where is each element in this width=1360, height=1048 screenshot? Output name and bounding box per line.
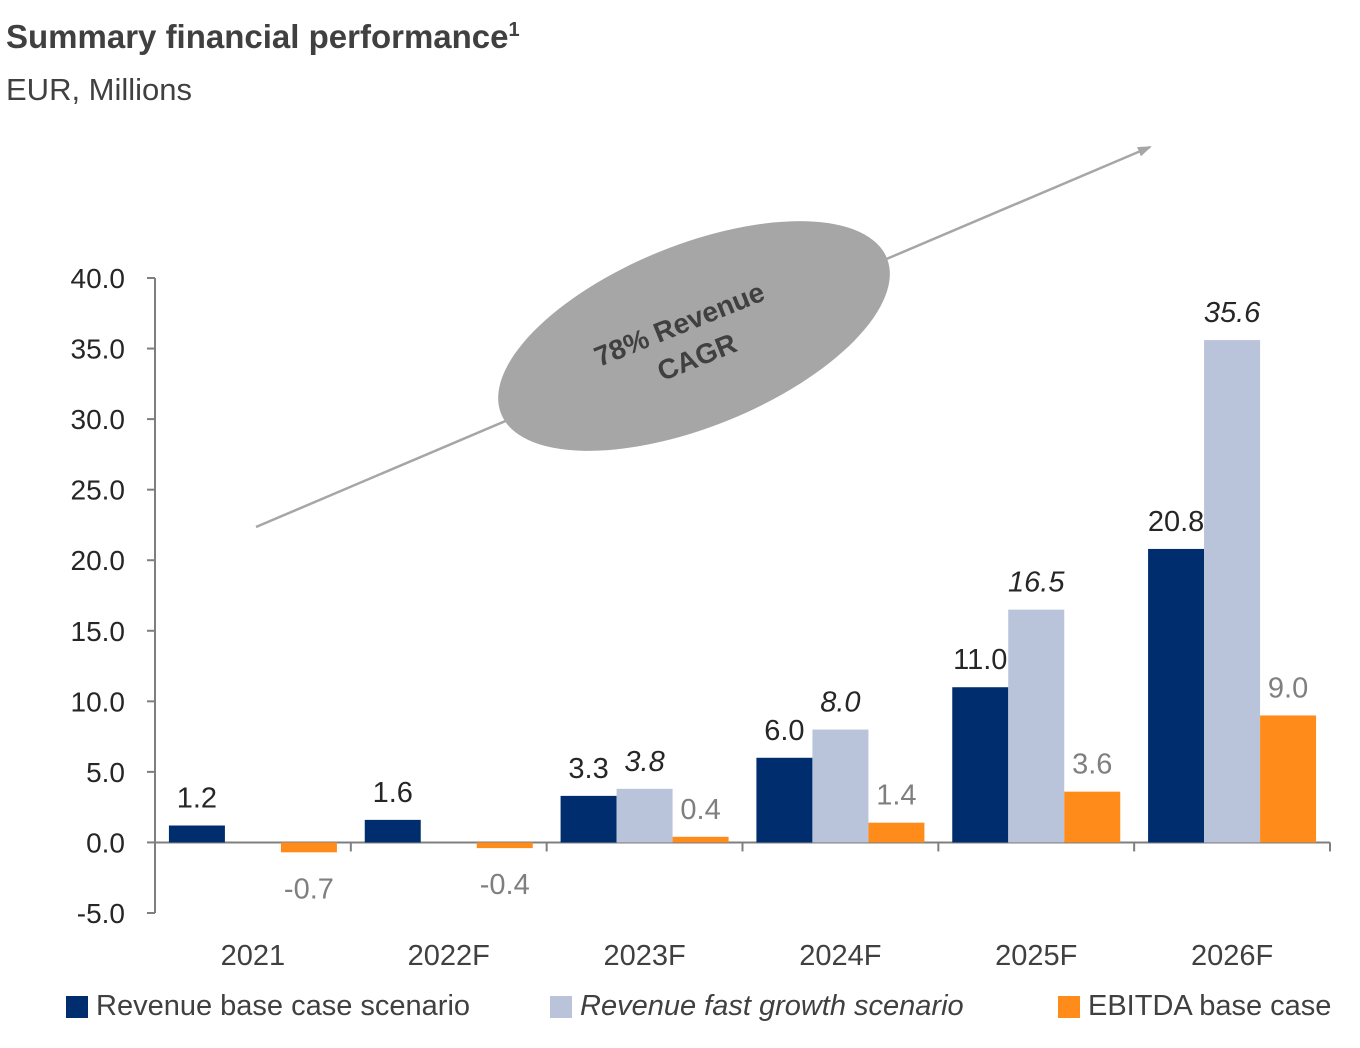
legend-swatch-revenue-fast: [550, 995, 572, 1018]
y-tick-label: 25.0: [71, 475, 126, 506]
chart-legend: Revenue base case scenario Revenue fast …: [66, 990, 1346, 1030]
bar-revenue-fast: [616, 788, 673, 843]
data-label-revenue-fast: 8.0: [820, 687, 860, 719]
bar-revenue-base: [364, 819, 421, 843]
legend-label-revenue-fast: Revenue fast growth scenario: [580, 990, 964, 1022]
bar-ebitda: [868, 822, 925, 843]
y-tick-label: 15.0: [71, 616, 126, 647]
data-label-revenue-fast: 16.5: [1008, 567, 1065, 599]
data-label-revenue-fast: 3.8: [624, 746, 664, 778]
data-label-revenue-base: 3.3: [568, 753, 608, 785]
data-label-ebitda: -0.7: [284, 873, 334, 905]
cagr-badge: [498, 221, 890, 451]
data-label-ebitda: -0.4: [480, 869, 530, 901]
legend-item-revenue-base: Revenue base case scenario: [66, 990, 470, 1023]
y-tick-label: 0.0: [86, 827, 125, 858]
data-label-ebitda: 1.4: [876, 780, 916, 812]
legend-item-revenue-fast: Revenue fast growth scenario: [550, 990, 964, 1023]
x-tick-label: 2024F: [799, 940, 881, 972]
data-label-ebitda: 0.4: [680, 794, 720, 826]
bar-revenue-base: [952, 687, 1009, 843]
data-label-ebitda: 9.0: [1268, 672, 1308, 704]
x-tick-label: 2022F: [408, 940, 490, 972]
legend-swatch-revenue-base: [66, 995, 88, 1018]
bar-revenue-base: [560, 795, 617, 843]
bar-revenue-fast: [812, 729, 869, 843]
x-tick-label: 2023F: [603, 940, 685, 972]
x-tick-label: 2021: [221, 940, 286, 972]
y-tick-label: 20.0: [71, 545, 126, 576]
legend-label-ebitda: EBITDA base case: [1088, 990, 1332, 1022]
data-label-ebitda: 3.6: [1072, 749, 1112, 781]
data-label-revenue-base: 1.2: [177, 783, 217, 815]
bar-revenue-base: [168, 825, 225, 843]
x-tick-label: 2025F: [995, 940, 1077, 972]
bar-revenue-base: [1148, 548, 1205, 843]
y-tick-label: -5.0: [77, 898, 125, 929]
legend-swatch-ebitda: [1058, 995, 1080, 1018]
y-tick-label: 30.0: [71, 404, 126, 435]
bar-ebitda: [280, 842, 337, 853]
y-tick-label: 35.0: [71, 334, 126, 365]
data-label-revenue-base: 11.0: [953, 644, 1007, 676]
bar-ebitda: [1260, 715, 1317, 843]
y-tick-label: 40.0: [71, 263, 126, 294]
data-label-revenue-base: 1.6: [373, 777, 413, 809]
bar-revenue-base: [756, 757, 813, 843]
bar-ebitda: [672, 836, 729, 843]
bar-ebitda: [476, 842, 533, 849]
data-label-revenue-base: 20.8: [1148, 506, 1204, 538]
y-tick-label: 10.0: [71, 686, 126, 717]
bar-revenue-fast: [1204, 340, 1261, 843]
bar-revenue-fast: [1008, 609, 1065, 843]
legend-label-revenue-base: Revenue base case scenario: [96, 990, 471, 1022]
title-footnote: 1: [508, 19, 520, 41]
x-tick-label: 2026F: [1191, 940, 1273, 972]
legend-item-ebitda: EBITDA base case: [1058, 990, 1331, 1023]
y-tick-label: 5.0: [86, 757, 125, 788]
bar-ebitda: [1064, 791, 1121, 843]
chart-title: Summary financial performance1: [6, 18, 520, 55]
data-label-revenue-base: 6.0: [764, 715, 804, 747]
chart-subtitle: EUR, Millions: [6, 72, 193, 107]
data-label-revenue-fast: 35.6: [1204, 297, 1261, 329]
